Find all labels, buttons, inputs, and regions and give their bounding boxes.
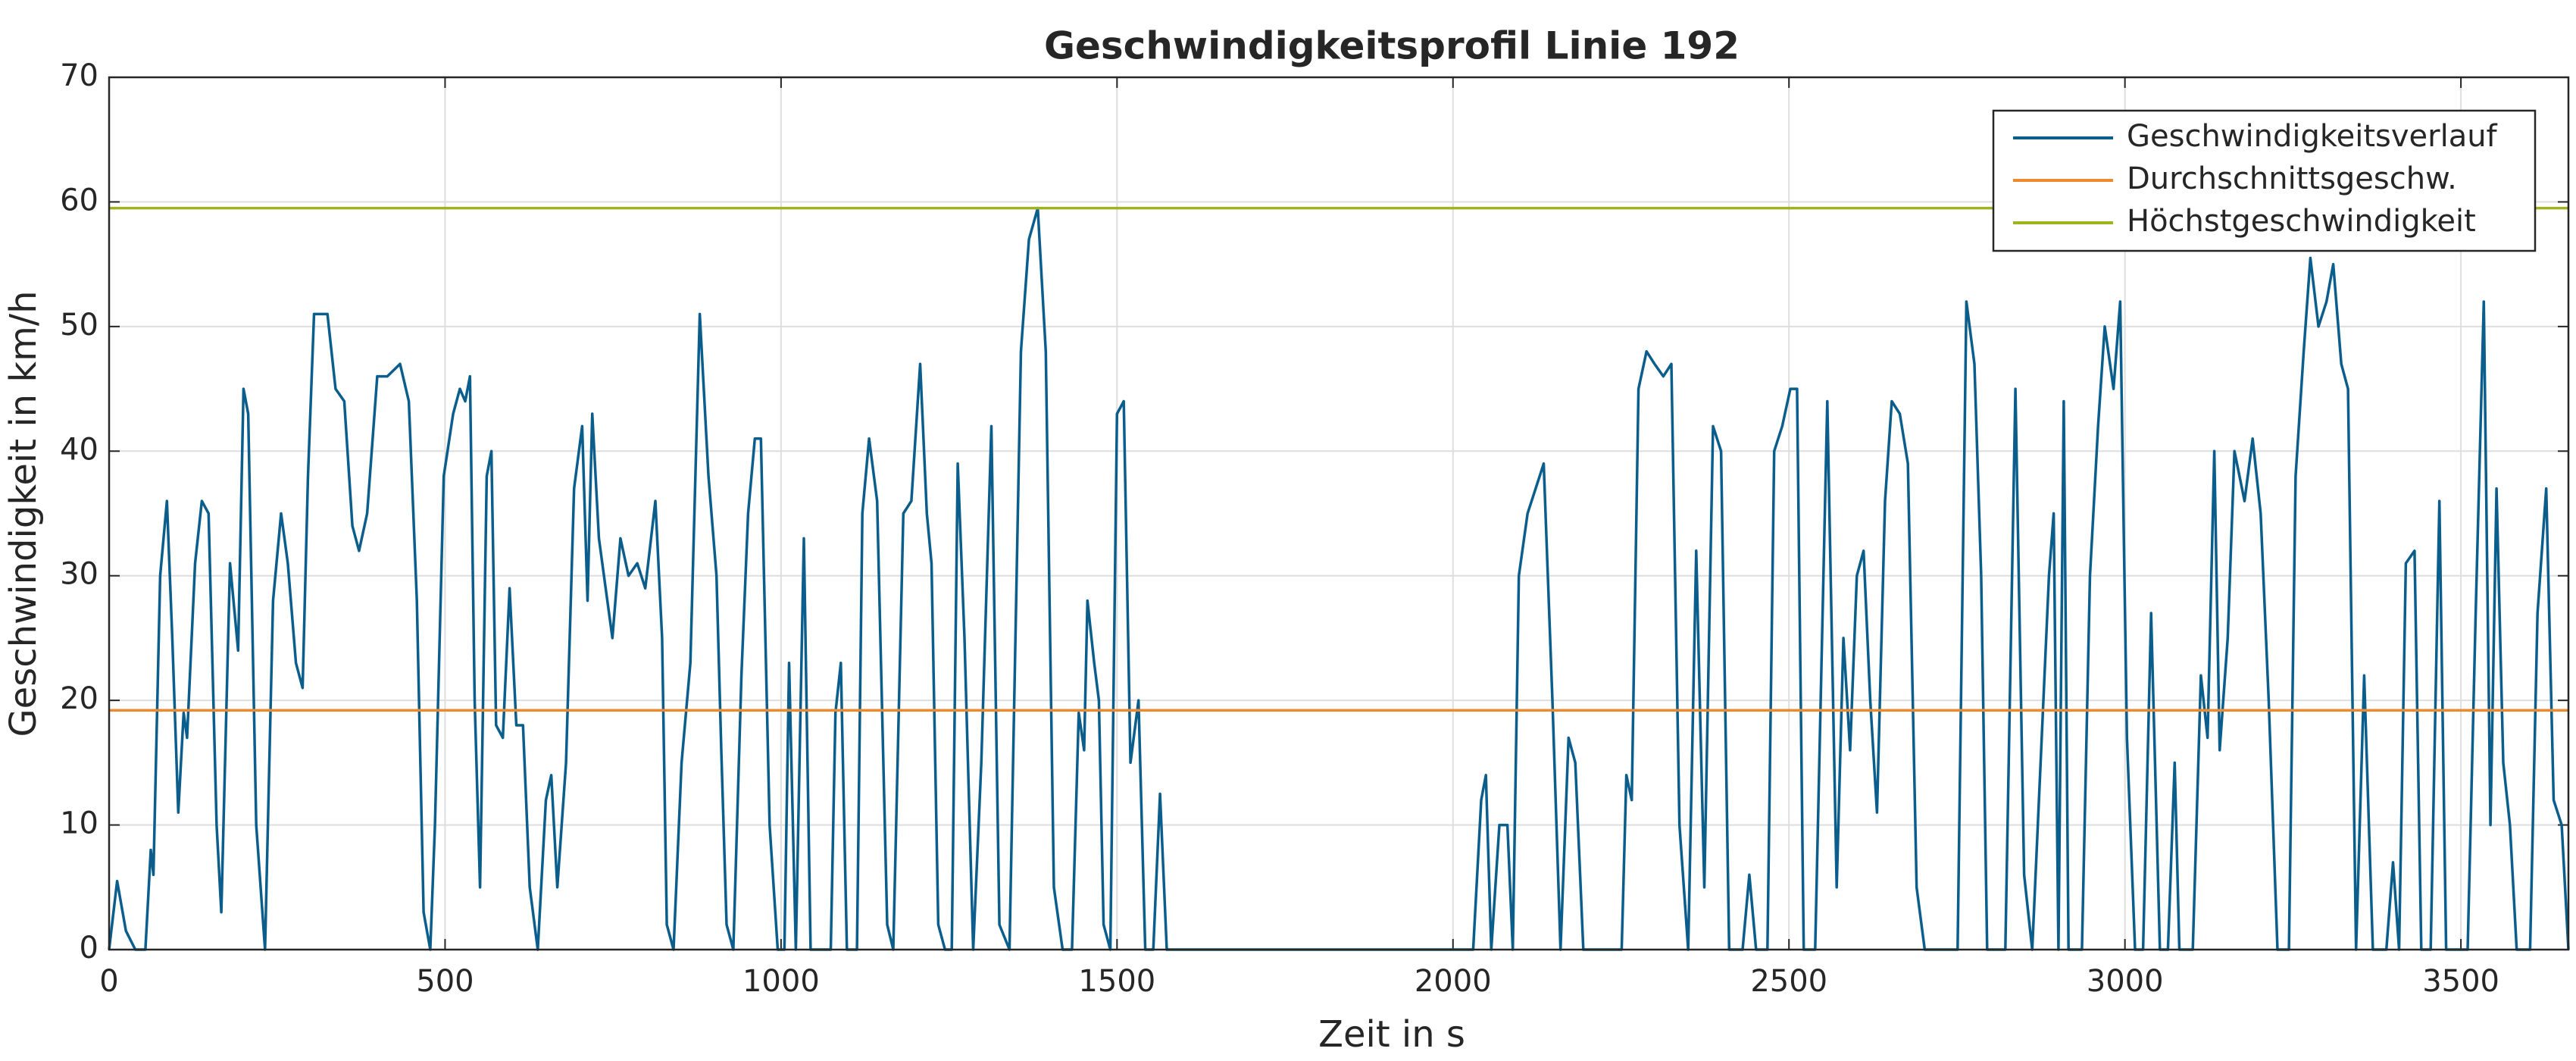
plot-frame: [108, 76, 2570, 951]
chart-title: Geschwindigkeitsprofil Linie 192: [1044, 24, 1740, 68]
x-tick-label: 500: [416, 964, 474, 999]
y-tick-label: 0: [80, 931, 98, 966]
legend-label: Geschwindigkeitsverlauf: [2127, 119, 2498, 154]
x-tick-label: 0: [99, 964, 118, 999]
legend-label: Höchstgeschwindigkeit: [2127, 204, 2476, 239]
x-tick-label: 1500: [1078, 964, 1155, 999]
y-tick-label: 10: [60, 806, 98, 841]
x-tick-label: 3500: [2422, 964, 2499, 999]
y-tick-label: 50: [60, 308, 98, 343]
x-tick-label: 2500: [1750, 964, 1827, 999]
y-tick-label: 70: [60, 58, 98, 93]
x-tick-label: 1000: [742, 964, 820, 999]
legend-label: Durchschnittsgeschw.: [2127, 161, 2457, 196]
legend: Geschwindigkeitsverlauf Durchschnittsgesc…: [1992, 109, 2537, 252]
y-axis-label: Geschwindigkeit in km/h: [2, 290, 45, 737]
y-tick-label: 60: [60, 183, 98, 218]
x-tick-label: 3000: [2087, 964, 2164, 999]
y-tick-label: 20: [60, 681, 98, 716]
x-axis-label: Zeit in s: [1318, 1013, 1465, 1056]
y-tick-label: 40: [60, 432, 98, 467]
x-tick-label: 2000: [1415, 964, 1492, 999]
y-tick-label: 30: [60, 557, 98, 592]
